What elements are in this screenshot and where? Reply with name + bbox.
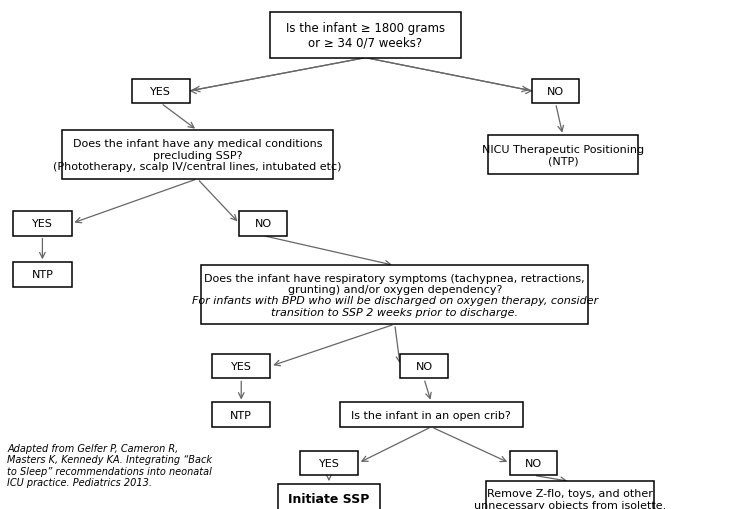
FancyBboxPatch shape — [532, 79, 579, 104]
Text: Adapted from Gelfer P, Cameron R,
Masters K, Kennedy KA. Integrating “Back
to Sl: Adapted from Gelfer P, Cameron R, Master… — [7, 443, 212, 488]
FancyBboxPatch shape — [212, 403, 270, 427]
Text: YES: YES — [151, 87, 171, 97]
FancyBboxPatch shape — [212, 354, 270, 379]
Text: For infants with BPD who will be discharged on oxygen therapy, consider: For infants with BPD who will be dischar… — [192, 296, 598, 306]
FancyBboxPatch shape — [401, 354, 447, 379]
FancyBboxPatch shape — [300, 451, 358, 475]
Text: YES: YES — [319, 458, 339, 468]
Text: NTP: NTP — [31, 270, 53, 280]
FancyBboxPatch shape — [278, 484, 380, 509]
Text: grunting) and/or oxygen dependency?: grunting) and/or oxygen dependency? — [287, 285, 502, 295]
FancyBboxPatch shape — [340, 403, 523, 427]
Text: transition to SSP 2 weeks prior to discharge.: transition to SSP 2 weeks prior to disch… — [271, 307, 518, 317]
FancyBboxPatch shape — [486, 482, 654, 509]
Text: NICU Therapeutic Positioning
(NTP): NICU Therapeutic Positioning (NTP) — [482, 145, 644, 166]
FancyBboxPatch shape — [510, 451, 557, 475]
Text: Is the infant ≥ 1800 grams
or ≥ 34 0/7 weeks?: Is the infant ≥ 1800 grams or ≥ 34 0/7 w… — [286, 22, 445, 49]
Text: YES: YES — [32, 219, 53, 229]
Text: NO: NO — [547, 87, 564, 97]
Text: Initiate SSP: Initiate SSP — [288, 492, 370, 505]
Text: NTP: NTP — [230, 410, 252, 420]
FancyBboxPatch shape — [62, 131, 333, 179]
FancyBboxPatch shape — [13, 263, 72, 287]
Text: Is the infant in an open crib?: Is the infant in an open crib? — [352, 410, 511, 420]
Text: NO: NO — [415, 361, 433, 372]
Text: Remove Z-flo, toys, and other
unnecessary objects from isolette.: Remove Z-flo, toys, and other unnecessar… — [474, 488, 666, 509]
Text: Does the infant have any medical conditions
precluding SSP?
(Phototherapy, scalp: Does the infant have any medical conditi… — [53, 138, 341, 172]
Text: NO: NO — [525, 458, 542, 468]
Text: NO: NO — [254, 219, 272, 229]
Text: YES: YES — [231, 361, 251, 372]
FancyBboxPatch shape — [201, 266, 588, 325]
FancyBboxPatch shape — [240, 212, 287, 236]
FancyBboxPatch shape — [132, 79, 190, 104]
FancyBboxPatch shape — [488, 136, 637, 174]
FancyBboxPatch shape — [270, 13, 461, 59]
FancyBboxPatch shape — [13, 212, 72, 236]
Text: Does the infant have respiratory symptoms (tachypnea, retractions,: Does the infant have respiratory symptom… — [205, 273, 585, 284]
